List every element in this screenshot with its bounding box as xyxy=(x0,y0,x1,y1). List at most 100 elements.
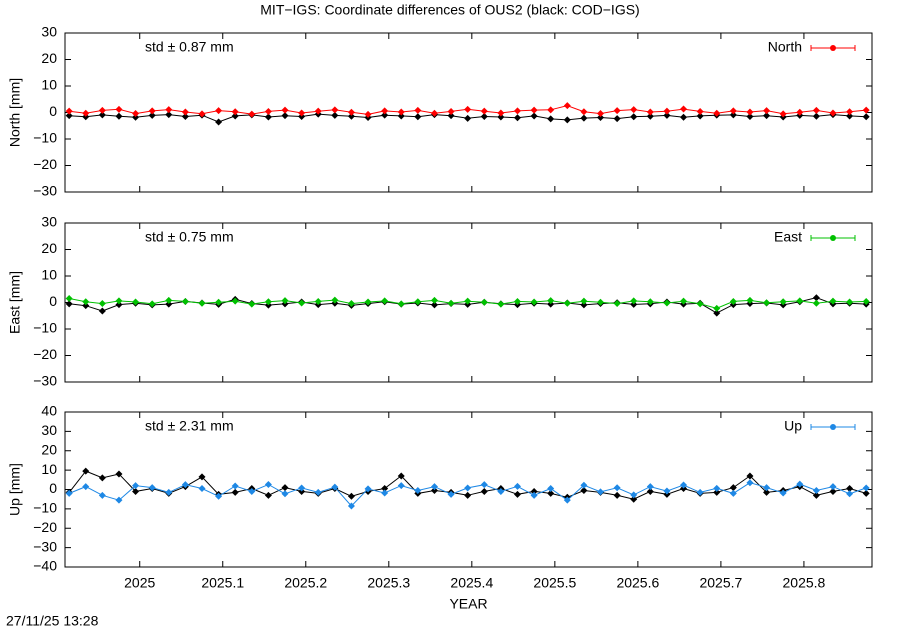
data-point xyxy=(696,107,704,115)
data-point xyxy=(381,111,389,119)
data-point xyxy=(381,489,389,497)
data-point xyxy=(447,490,455,498)
y-tick-label: −20 xyxy=(33,156,57,172)
data-point xyxy=(165,488,173,496)
data-point xyxy=(663,299,671,307)
y-tick-label: 30 xyxy=(41,422,57,438)
data-point xyxy=(364,485,372,493)
data-point xyxy=(680,481,688,489)
data-point xyxy=(430,301,438,309)
data-point xyxy=(746,108,754,116)
data-point xyxy=(646,483,654,491)
data-point xyxy=(314,297,322,305)
data-point xyxy=(580,108,588,116)
legend-label: Up xyxy=(784,418,802,434)
data-point xyxy=(464,297,472,305)
data-point xyxy=(65,107,73,115)
data-point xyxy=(547,297,555,305)
data-point xyxy=(115,112,123,120)
data-point xyxy=(763,112,771,120)
data-point xyxy=(82,483,90,491)
data-point xyxy=(829,109,837,117)
data-point xyxy=(746,296,754,304)
data-point xyxy=(713,488,721,496)
y-tick-label: −10 xyxy=(33,320,57,336)
data-point xyxy=(530,298,538,306)
y-tick-label: 10 xyxy=(41,461,57,477)
x-tick-label: 2025.3 xyxy=(367,575,410,591)
y-tick-label: −20 xyxy=(33,519,57,535)
y-tick-label: 0 xyxy=(49,293,57,309)
data-point xyxy=(763,299,771,307)
data-point xyxy=(397,482,405,490)
data-point xyxy=(779,298,787,306)
data-point xyxy=(264,107,272,115)
data-point xyxy=(165,300,173,308)
std-annotation: std ± 2.31 mm xyxy=(145,418,234,434)
data-point xyxy=(132,487,140,495)
data-point xyxy=(381,107,389,115)
data-point xyxy=(198,110,206,118)
data-point xyxy=(563,299,571,307)
y-tick-label: −30 xyxy=(33,183,57,199)
data-point xyxy=(148,111,156,119)
data-point xyxy=(713,484,721,492)
data-point xyxy=(746,472,754,480)
data-point xyxy=(713,304,721,312)
data-point xyxy=(530,112,538,120)
data-point xyxy=(630,491,638,499)
data-point xyxy=(98,106,106,114)
data-point xyxy=(729,111,737,119)
data-point xyxy=(812,106,820,114)
legend-marker xyxy=(830,235,836,241)
data-point xyxy=(82,298,90,306)
data-point xyxy=(314,107,322,115)
data-point xyxy=(580,297,588,305)
data-point xyxy=(98,474,106,482)
data-point xyxy=(829,297,837,305)
data-point xyxy=(231,482,239,490)
data-point xyxy=(862,113,870,121)
data-point xyxy=(746,112,754,120)
data-point xyxy=(779,110,787,118)
data-point xyxy=(547,115,555,123)
y-tick-label: 20 xyxy=(41,441,57,457)
data-point xyxy=(281,484,289,492)
data-point xyxy=(148,300,156,308)
data-point xyxy=(430,486,438,494)
data-point xyxy=(796,480,804,488)
data-point xyxy=(264,298,272,306)
data-point xyxy=(513,107,521,115)
data-point xyxy=(248,110,256,118)
data-point xyxy=(796,108,804,116)
data-point xyxy=(98,491,106,499)
y-axis-label: North [mm] xyxy=(7,78,23,147)
data-point xyxy=(198,299,206,307)
data-point xyxy=(597,114,605,122)
data-point xyxy=(65,300,73,308)
data-point xyxy=(231,112,239,120)
data-point xyxy=(597,110,605,118)
data-point xyxy=(281,112,289,120)
data-point xyxy=(680,105,688,113)
data-point xyxy=(663,107,671,115)
data-point xyxy=(547,489,555,497)
legend-label: North xyxy=(768,39,802,55)
data-point xyxy=(447,107,455,115)
data-point xyxy=(381,297,389,305)
y-tick-label: 20 xyxy=(41,240,57,256)
data-point xyxy=(580,481,588,489)
data-point xyxy=(65,489,73,497)
y-tick-label: 30 xyxy=(41,24,57,40)
data-point xyxy=(829,483,837,491)
y-tick-label: 30 xyxy=(41,214,57,230)
data-point xyxy=(165,106,173,114)
data-point xyxy=(513,482,521,490)
data-point xyxy=(281,490,289,498)
figure-title: MIT−IGS: Coordinate differences of OUS2 … xyxy=(260,2,639,18)
data-point xyxy=(347,112,355,120)
data-point xyxy=(729,489,737,497)
data-point xyxy=(680,297,688,305)
data-point xyxy=(82,467,90,475)
